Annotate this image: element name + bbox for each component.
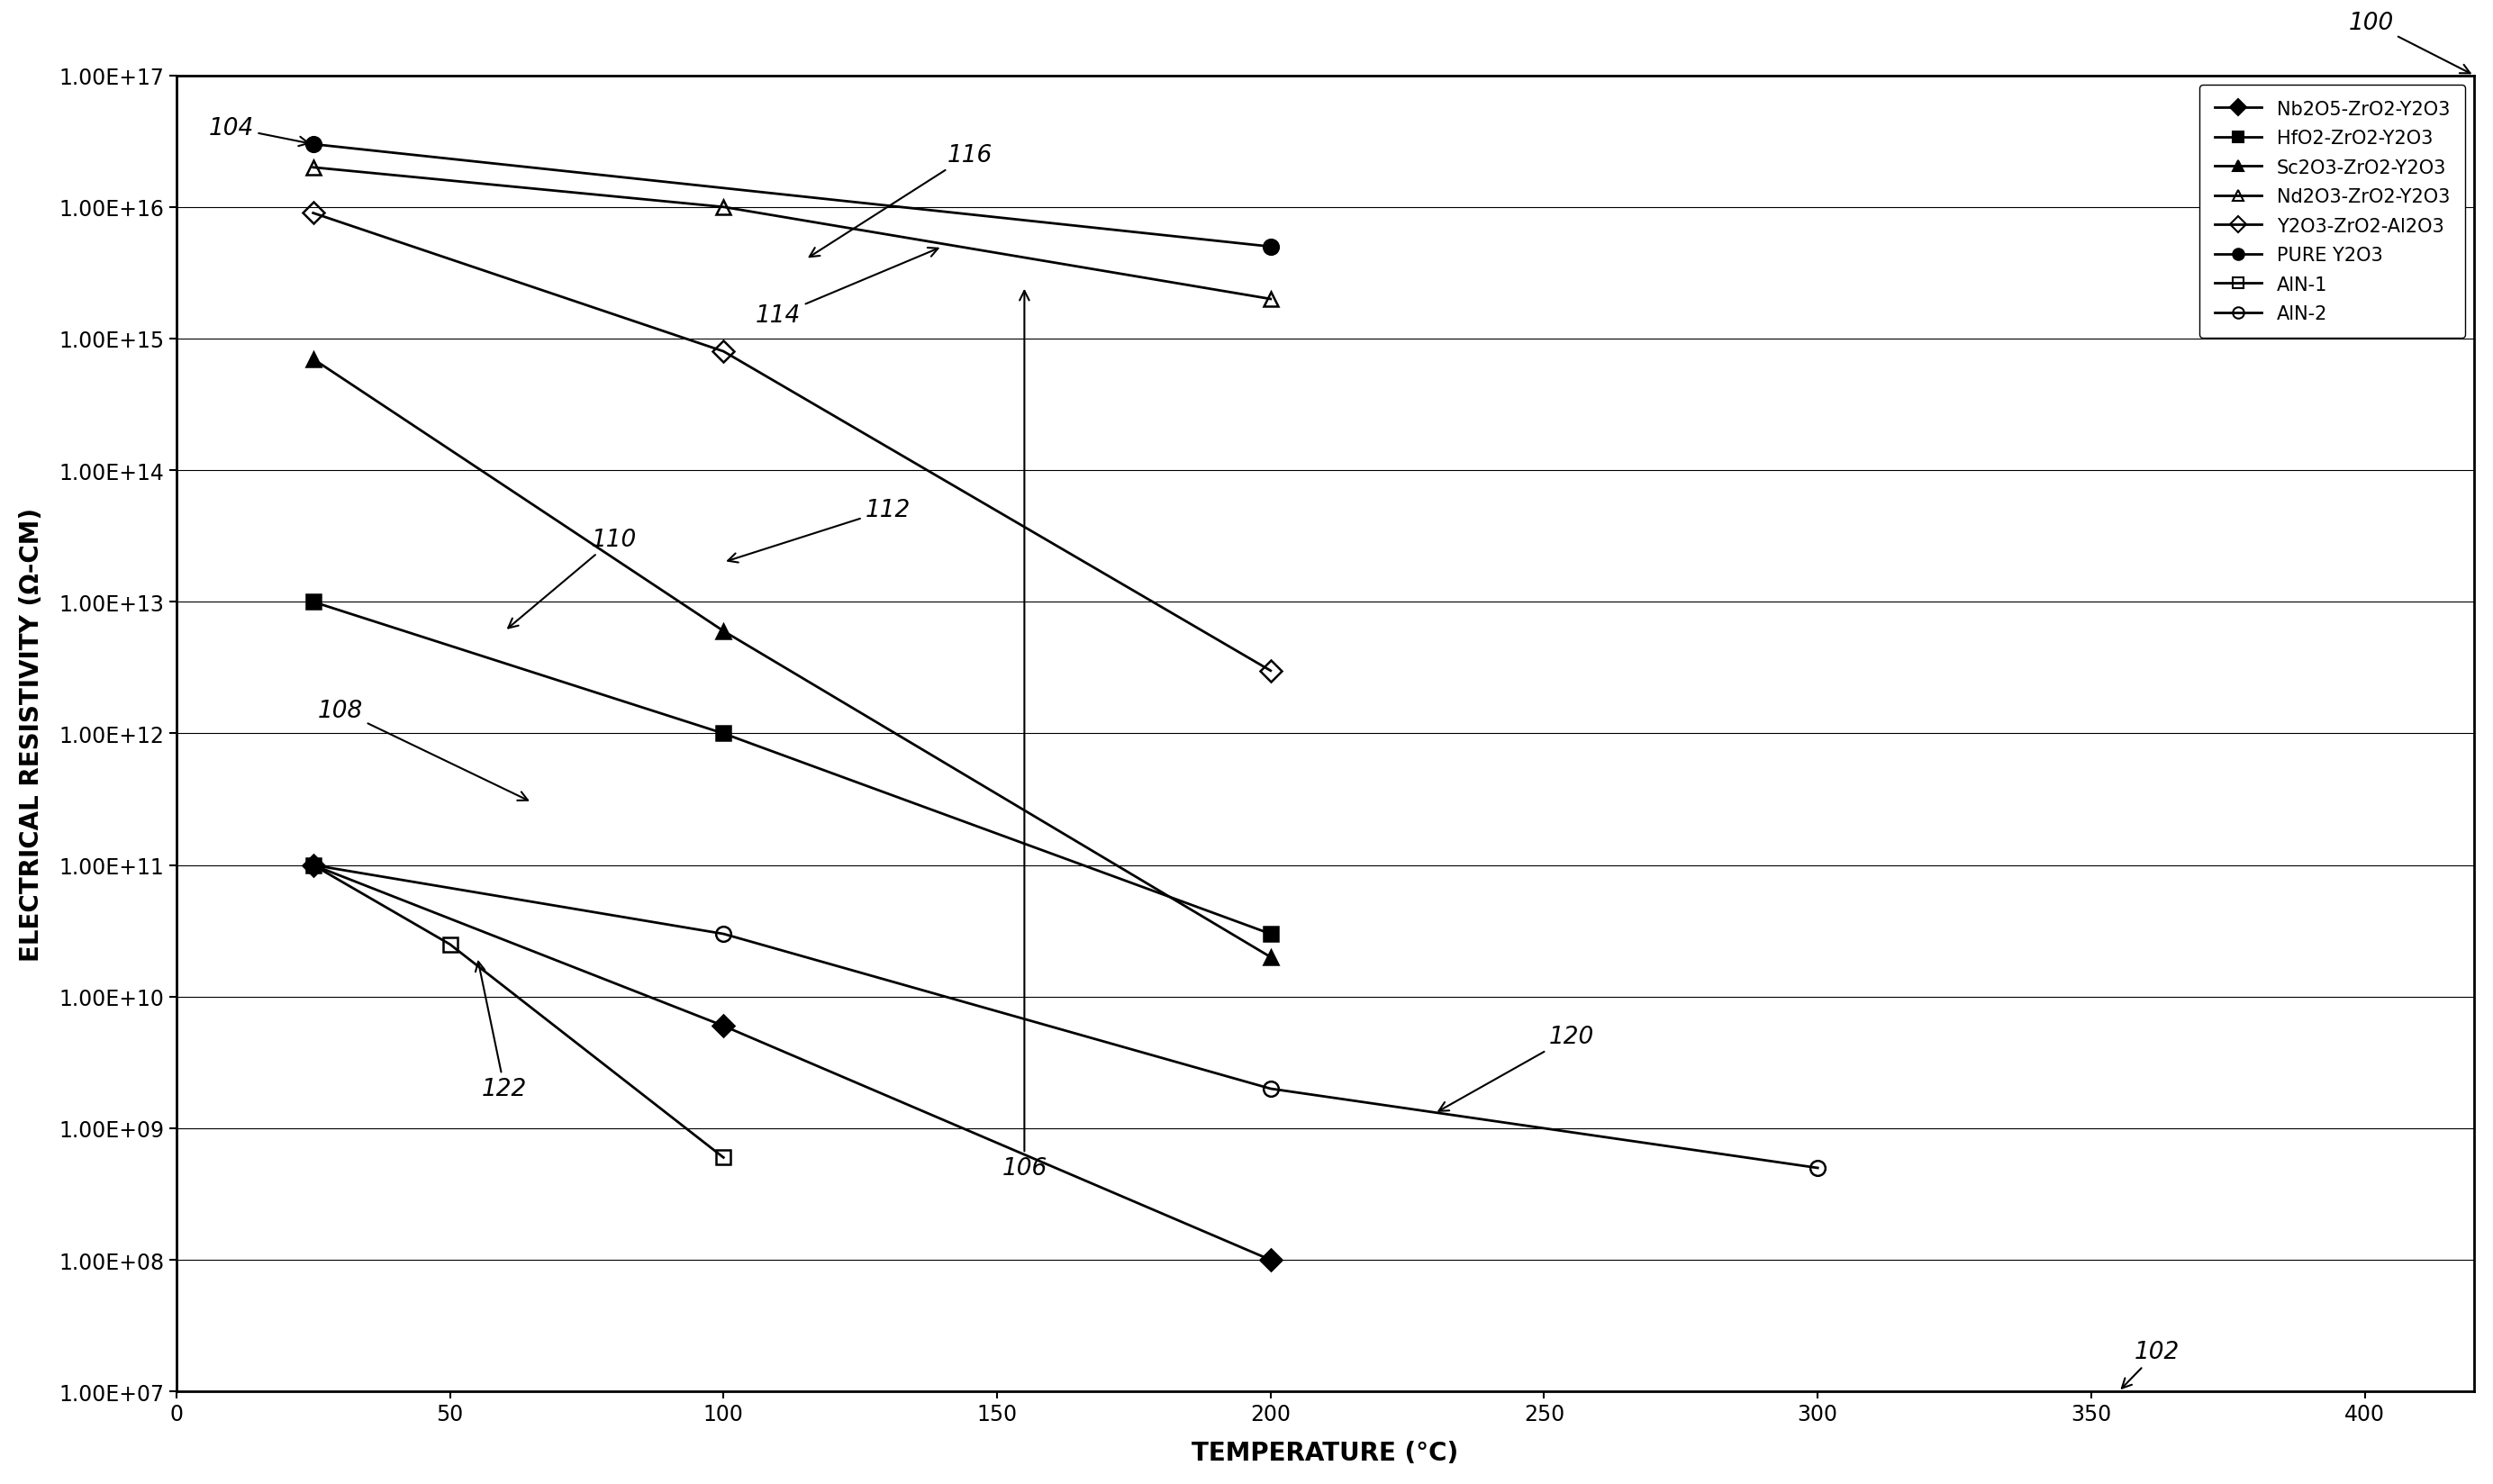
Nd2O3-ZrO2-Y2O3 xyxy=(1256,291,1286,309)
Text: 100: 100 xyxy=(2348,12,2471,74)
Sc2O3-ZrO2-Y2O3 xyxy=(1256,948,1286,966)
Line: HfO2-ZrO2-Y2O3: HfO2-ZrO2-Y2O3 xyxy=(307,595,1279,942)
Y2O3-ZrO2-Al2O3 xyxy=(299,205,329,223)
Text: 114: 114 xyxy=(755,248,937,328)
Text: 112: 112 xyxy=(728,499,910,562)
HfO2-ZrO2-Y2O3 xyxy=(708,726,738,743)
Text: 120: 120 xyxy=(1438,1025,1593,1112)
Nd2O3-ZrO2-Y2O3 xyxy=(299,159,329,177)
Y2O3-ZrO2-Al2O3 xyxy=(708,343,738,361)
Nb2O5-ZrO2-Y2O3 xyxy=(299,856,329,874)
Line: Y2O3-ZrO2-Al2O3: Y2O3-ZrO2-Al2O3 xyxy=(307,206,1279,678)
Text: 122: 122 xyxy=(476,962,526,1101)
Text: 108: 108 xyxy=(319,699,529,801)
Line: PURE Y2O3: PURE Y2O3 xyxy=(307,138,1279,255)
AlN-2 xyxy=(1256,1080,1286,1098)
Line: Nd2O3-ZrO2-Y2O3: Nd2O3-ZrO2-Y2O3 xyxy=(307,160,1279,307)
Line: Sc2O3-ZrO2-Y2O3: Sc2O3-ZrO2-Y2O3 xyxy=(307,352,1279,965)
PURE Y2O3 xyxy=(299,137,329,154)
AlN-2 xyxy=(1802,1159,1832,1177)
Line: Nb2O5-ZrO2-Y2O3: Nb2O5-ZrO2-Y2O3 xyxy=(307,858,1279,1267)
Y2O3-ZrO2-Al2O3 xyxy=(1256,662,1286,680)
Nb2O5-ZrO2-Y2O3 xyxy=(1256,1251,1286,1269)
Nd2O3-ZrO2-Y2O3 xyxy=(708,199,738,217)
PURE Y2O3 xyxy=(1256,239,1286,257)
X-axis label: TEMPERATURE (°C): TEMPERATURE (°C) xyxy=(1192,1439,1458,1465)
AlN-1 xyxy=(434,936,464,954)
HfO2-ZrO2-Y2O3 xyxy=(299,594,329,611)
Y-axis label: ELECTRICAL RESISTIVITY (Ω-CM): ELECTRICAL RESISTIVITY (Ω-CM) xyxy=(20,508,45,960)
Line: AlN-2: AlN-2 xyxy=(307,858,1825,1175)
Text: 106: 106 xyxy=(1002,291,1047,1180)
Line: AlN-1: AlN-1 xyxy=(307,858,730,1165)
AlN-2 xyxy=(299,856,329,874)
Sc2O3-ZrO2-Y2O3 xyxy=(299,350,329,368)
Text: 110: 110 xyxy=(509,528,636,629)
AlN-1 xyxy=(708,1149,738,1166)
Text: 102: 102 xyxy=(2122,1340,2179,1388)
AlN-2 xyxy=(708,926,738,944)
Sc2O3-ZrO2-Y2O3 xyxy=(708,623,738,641)
HfO2-ZrO2-Y2O3 xyxy=(1256,926,1286,944)
Text: 104: 104 xyxy=(209,117,309,147)
Legend: Nb2O5-ZrO2-Y2O3, HfO2-ZrO2-Y2O3, Sc2O3-ZrO2-Y2O3, Nd2O3-ZrO2-Y2O3, Y2O3-ZrO2-Al2: Nb2O5-ZrO2-Y2O3, HfO2-ZrO2-Y2O3, Sc2O3-Z… xyxy=(2199,86,2466,338)
AlN-1 xyxy=(299,856,329,874)
Nb2O5-ZrO2-Y2O3 xyxy=(708,1017,738,1034)
Text: 116: 116 xyxy=(810,144,992,258)
